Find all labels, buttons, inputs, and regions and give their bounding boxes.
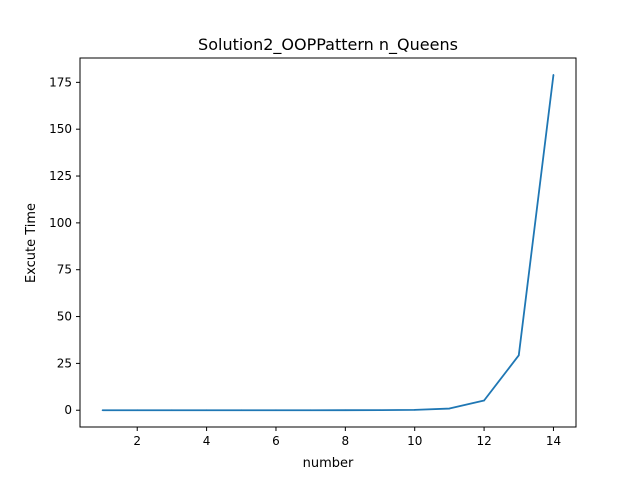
plot-frame [79,57,577,428]
x-tick-label: 8 [342,434,350,448]
axis-ticks: 2 4 6 8 10 12 14 0 25 50 75 100 125 150 175 [49,75,561,448]
y-tick-label: 25 [57,356,72,370]
chart-title: Solution2_OOPPattern n_Queens [198,35,458,55]
data-point [517,354,520,357]
data-point [275,409,277,412]
x-tick-label: 14 [546,434,561,448]
data-point [171,409,173,412]
x-axis-label: number [303,456,354,471]
y-tick-label: 150 [49,122,72,136]
y-tick-label: 75 [57,263,72,277]
data-point [448,407,451,410]
data-point [552,74,555,76]
data-point [344,409,347,412]
data-point [240,409,243,412]
x-tick-label: 2 [133,434,141,448]
data-point [413,409,416,411]
y-tick-label: 0 [64,403,72,417]
data-point [309,409,312,412]
y-tick-label: 100 [49,216,72,230]
series-line [102,74,555,412]
data-point [101,409,104,412]
x-tick-label: 12 [476,434,491,448]
y-tick-label: 175 [49,75,72,89]
data-point [483,399,485,402]
x-tick-label: 10 [407,434,422,448]
x-tick-label: 6 [272,434,280,448]
y-axis-label: Excute Time [24,203,39,283]
data-point [136,409,139,412]
x-tick-label: 4 [203,434,211,448]
data-point [205,409,208,412]
series-group [101,74,555,412]
y-tick-label: 50 [57,310,72,324]
data-point [379,409,381,411]
y-tick-label: 125 [49,169,72,183]
